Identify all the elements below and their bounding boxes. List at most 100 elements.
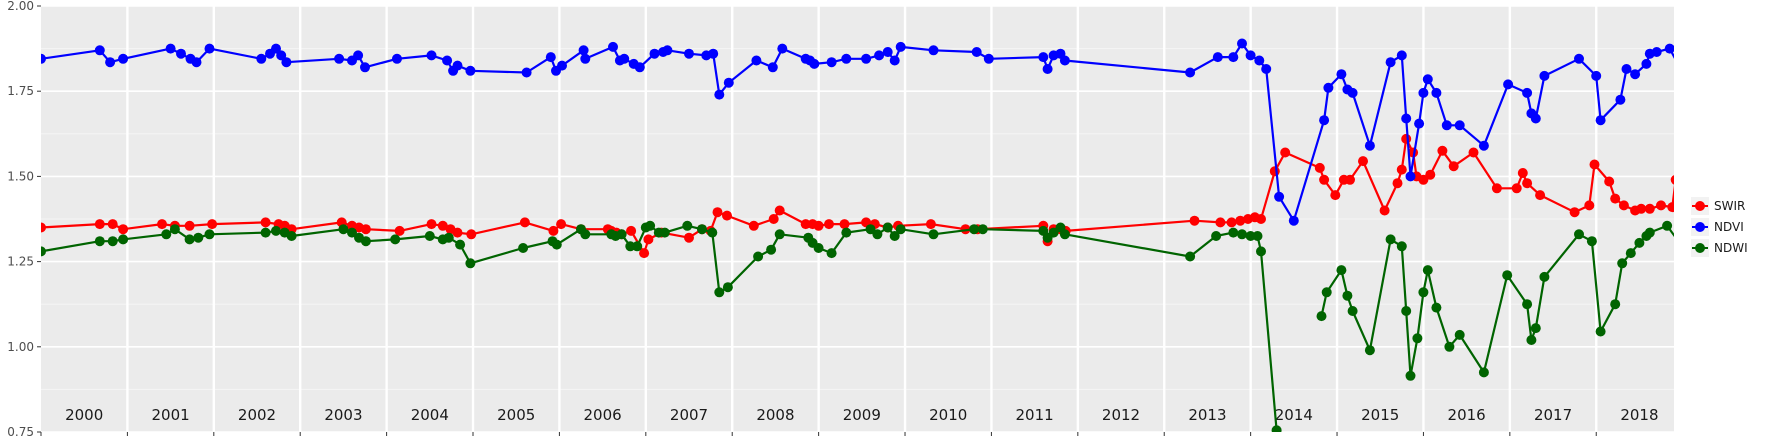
data-point-ndwi (826, 248, 837, 259)
data-point-swir (768, 214, 779, 224)
year-label: 2002 (238, 406, 276, 424)
year-label: 2008 (756, 406, 794, 424)
y-tick-label: 1.00 (7, 340, 34, 354)
data-point-ndvi (118, 53, 129, 64)
data-point-ndvi (1441, 120, 1452, 131)
data-point-ndwi (889, 231, 900, 241)
data-point-swir (556, 219, 567, 230)
data-point-ndvi (1641, 58, 1652, 69)
data-point-ndwi (1625, 248, 1636, 259)
year-label: 2018 (1620, 406, 1658, 424)
data-point-ndwi (659, 227, 670, 238)
data-point-ndvi (1185, 67, 1196, 78)
data-point-ndwi (1444, 341, 1455, 352)
data-point-ndwi (1662, 220, 1673, 231)
data-point-swir (1670, 175, 1674, 185)
data-point-ndvi (281, 57, 292, 68)
data-point-ndvi (714, 89, 725, 100)
data-point-swir (1511, 183, 1522, 194)
y-tick-label: 1.25 (7, 255, 34, 269)
data-point-ndwi (1617, 258, 1628, 269)
data-point-ndvi (1422, 74, 1433, 85)
data-point-ndwi (1228, 227, 1239, 238)
data-point-swir (41, 222, 46, 233)
data-point-ndvi (1454, 120, 1465, 131)
data-point-swir (1584, 200, 1595, 211)
data-point-ndvi (1539, 70, 1550, 81)
year-label: 2005 (497, 406, 535, 424)
data-point-ndvi (777, 43, 788, 54)
data-point-ndvi (751, 55, 762, 66)
data-point-ndwi (977, 224, 988, 235)
data-point-ndvi (841, 53, 852, 64)
data-point-swir (1656, 200, 1666, 211)
data-point-ndvi (165, 43, 176, 54)
data-point-ndvi (889, 55, 900, 66)
data-point-ndvi (204, 43, 215, 54)
data-point-ndvi (465, 65, 476, 76)
data-point-ndwi (1256, 246, 1266, 257)
data-point-swir (394, 225, 405, 236)
data-point-ndwi (360, 236, 371, 247)
data-point-ndvi (1385, 57, 1396, 68)
data-point-ndwi (1526, 335, 1537, 345)
data-point-ndvi (662, 45, 673, 56)
data-point-ndwi (865, 224, 876, 235)
data-point-swir (774, 205, 785, 216)
year-label: 2016 (1448, 406, 1486, 424)
data-point-swir (1425, 169, 1436, 180)
data-point-ndwi (1431, 302, 1442, 313)
data-point-ndwi (1059, 229, 1070, 240)
data-point-ndvi (684, 48, 694, 59)
data-point-ndvi (1688, 74, 1698, 84)
data-point-ndwi (1502, 270, 1513, 281)
data-point-swir (1589, 159, 1600, 170)
data-point-ndwi (204, 229, 215, 240)
data-point-ndvi (809, 58, 820, 69)
y-tick-label: 1.50 (7, 169, 34, 183)
data-point-swir (1379, 205, 1390, 216)
data-point-ndvi (521, 67, 532, 78)
year-label: 2015 (1361, 406, 1399, 424)
data-point-ndwi (722, 282, 733, 293)
data-point-swir (184, 220, 195, 231)
data-point-ndwi (455, 239, 466, 250)
data-point-ndwi (551, 239, 562, 250)
data-point-ndwi (1396, 241, 1407, 252)
data-point-ndvi (634, 62, 645, 73)
grid (41, 5, 1674, 433)
data-point-swir (118, 224, 129, 235)
data-point-ndvi (708, 48, 719, 59)
series-ndwi (41, 220, 1674, 432)
data-point-ndvi (1664, 43, 1674, 54)
data-point-ndvi (1274, 191, 1285, 202)
data-point-swir (748, 220, 759, 231)
data-point-ndvi (983, 53, 994, 64)
data-point-ndwi (260, 227, 271, 238)
data-point-swir (94, 219, 105, 230)
data-point-ndvi (1323, 82, 1334, 93)
data-point-ndwi (969, 224, 980, 235)
data-point-ndwi (1385, 234, 1396, 245)
data-point-ndvi (334, 53, 345, 64)
data-point-ndwi (625, 241, 636, 252)
data-point-ndwi (1522, 299, 1533, 310)
data-point-swir (466, 229, 477, 240)
data-point-ndvi (94, 45, 105, 56)
data-point-ndwi (94, 236, 105, 247)
data-point-ndvi (442, 55, 453, 66)
data-point-ndvi (1431, 87, 1442, 98)
data-point-swir (1636, 203, 1647, 214)
data-point-swir (157, 219, 167, 230)
data-point-swir (1517, 168, 1528, 178)
data-point-ndvi (1228, 52, 1239, 63)
data-point-ndwi (1336, 265, 1347, 276)
data-point-ndwi (1610, 299, 1621, 310)
data-point-ndwi (753, 251, 764, 262)
data-point-ndvi (1414, 118, 1425, 129)
data-point-ndwi (1422, 265, 1433, 276)
data-point-ndvi (1615, 94, 1626, 105)
data-point-ndwi (872, 229, 883, 240)
year-label: 2007 (670, 406, 708, 424)
data-point-swir (1235, 215, 1246, 226)
